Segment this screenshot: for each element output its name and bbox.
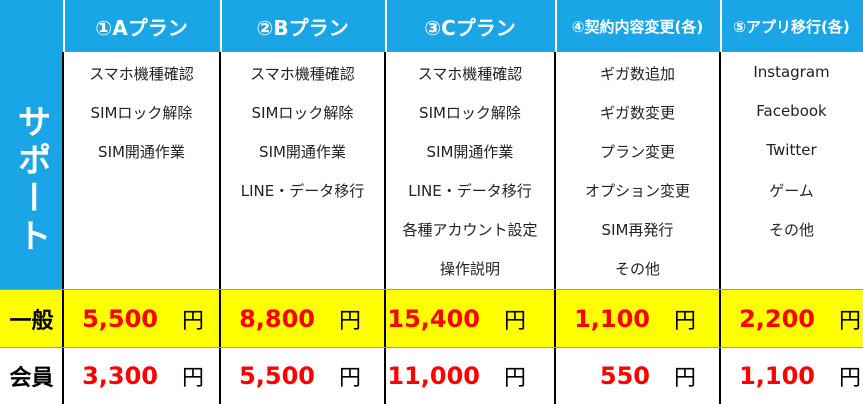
row-border [0, 289, 863, 290]
header-text: ②Bプラン [256, 15, 349, 40]
price-unit: 円 [181, 309, 204, 334]
column-border [719, 52, 721, 404]
support-item: LINE・データ移行 [240, 182, 365, 200]
price-unit: 円 [503, 309, 526, 334]
price-unit: 円 [673, 366, 696, 391]
support-item: SIM再発行 [601, 221, 674, 239]
column-border [62, 52, 64, 404]
support-item: その他 [768, 221, 814, 239]
price-unit: 円 [338, 309, 361, 334]
support-item: SIM開通作業 [259, 143, 346, 161]
header-text: ③Cプラン [424, 15, 516, 40]
support-item: 各種アカウント設定 [402, 221, 538, 239]
support-item: SIMロック解除 [251, 104, 354, 122]
header-cell [385, 0, 555, 52]
price-amount: 5,500 [239, 362, 315, 390]
price-amount: 3,300 [82, 362, 158, 390]
support-column [0, 0, 63, 290]
header-cell [220, 0, 385, 52]
support-item: SIMロック解除 [90, 104, 193, 122]
support-item: オプション変更 [584, 182, 690, 200]
header-text: ①Aプラン [95, 15, 188, 40]
header-text: ④契約内容変更(各) [571, 17, 704, 36]
support-item: Twitter [766, 141, 817, 159]
header-cell [720, 0, 863, 52]
header-text: ⑤アプリ移行(各) [733, 17, 850, 36]
support-item: プラン変更 [599, 143, 675, 161]
support-item: その他 [614, 260, 660, 278]
column-border [384, 52, 386, 404]
row-border [0, 347, 863, 348]
support-item: SIMロック解除 [419, 104, 521, 122]
price-amount: 2,200 [739, 305, 815, 333]
price-amount: 5,500 [82, 305, 158, 333]
header-cell [555, 0, 720, 52]
price-unit: 円 [181, 366, 204, 391]
price-amount: 550 [599, 362, 650, 390]
support-item: Instagram [753, 63, 830, 81]
support-label: サポート [11, 104, 51, 256]
row-label: 一般 [9, 309, 54, 334]
support-item: SIM開通作業 [426, 143, 514, 161]
support-item: SIM開通作業 [98, 143, 185, 161]
support-item: スマホ機種確認 [250, 65, 355, 83]
support-item: ゲーム [769, 182, 814, 200]
column-border [219, 52, 221, 404]
support-item: スマホ機種確認 [89, 65, 194, 83]
support-item: スマホ機種確認 [417, 65, 523, 83]
row-label: 会員 [9, 366, 54, 391]
support-item: Facebook [756, 102, 827, 120]
price-unit: 円 [338, 366, 361, 391]
support-item: 操作説明 [439, 260, 500, 278]
price-amount: 15,400 [387, 305, 480, 333]
support-item: ギガ数追加 [599, 65, 675, 83]
price-amount: 8,800 [239, 305, 315, 333]
price-unit: 円 [673, 309, 696, 334]
price-unit: 円 [503, 366, 526, 391]
price-unit: 円 [838, 366, 861, 391]
price-unit: 円 [838, 309, 861, 334]
header-cell [63, 0, 220, 52]
price-amount: 1,100 [574, 305, 650, 333]
price-amount: 1,100 [739, 362, 815, 390]
column-border [554, 52, 556, 404]
support-item: LINE・データ移行 [408, 182, 532, 200]
support-item: ギガ数変更 [599, 104, 675, 122]
price-amount: 11,000 [387, 362, 480, 390]
